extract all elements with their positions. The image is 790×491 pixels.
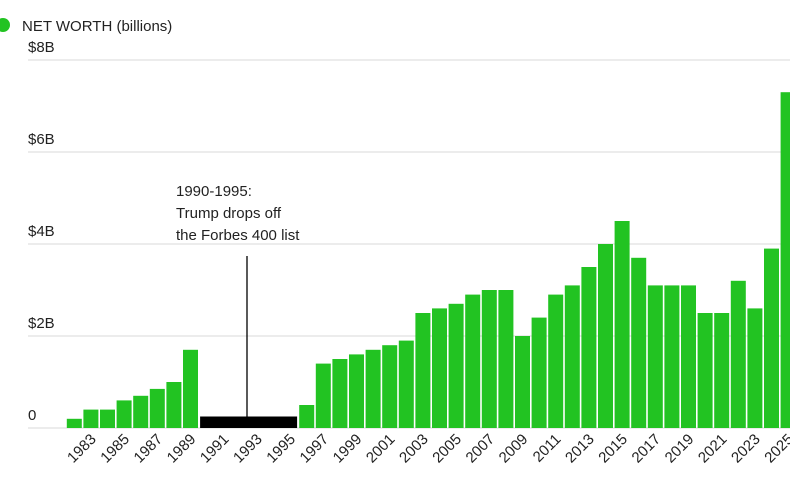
annotation-text: the Forbes 400 list: [176, 227, 300, 244]
x-tick-label: 1999: [330, 431, 366, 467]
bar: [747, 308, 763, 428]
x-tick-label: 2003: [396, 431, 432, 467]
y-tick-label: $6B: [28, 131, 55, 148]
x-tick-label: 2013: [562, 431, 598, 467]
bar: [299, 405, 315, 428]
bar: [598, 244, 613, 428]
bar: [382, 345, 398, 428]
annotation-text: 1990-1995:: [176, 183, 252, 200]
bar: [564, 285, 580, 428]
bar: [66, 418, 82, 428]
bar: [398, 340, 414, 428]
x-tick-label: 2017: [629, 431, 665, 467]
annotation-text: Trump drops off: [176, 205, 282, 222]
bar: [681, 285, 696, 428]
annotation-bar: [200, 416, 298, 428]
y-tick-label: $8B: [28, 39, 55, 56]
bar: [100, 409, 115, 428]
x-tick-label: 1997: [297, 431, 333, 467]
y-tick-label: $2B: [28, 315, 55, 332]
bar: [614, 221, 630, 428]
x-tick-label: 1995: [263, 431, 299, 467]
bar: [465, 294, 481, 428]
bar: [548, 294, 564, 428]
bar: [498, 290, 514, 428]
x-tick-label: 1985: [97, 431, 133, 467]
x-tick-label: 2025: [761, 431, 790, 467]
bar: [730, 280, 746, 428]
bar: [83, 409, 99, 428]
bar: [448, 303, 464, 428]
bar: [166, 382, 182, 428]
x-tick-label: 2009: [496, 431, 532, 467]
bar: [365, 349, 381, 428]
bar: [581, 267, 597, 428]
x-tick-label: 2011: [530, 431, 565, 466]
x-tick-label: 1993: [230, 431, 266, 467]
bar: [780, 92, 790, 428]
bar: [116, 400, 132, 428]
bar: [415, 313, 431, 428]
bar: [315, 363, 331, 428]
x-tick-label: 1991: [197, 431, 233, 467]
bar: [183, 349, 198, 428]
bar: [631, 257, 647, 428]
bar: [764, 248, 779, 428]
x-tick-label: 1989: [164, 431, 200, 467]
x-tick-label: 1983: [64, 431, 100, 467]
bar: [531, 317, 547, 428]
legend-label: NET WORTH (billions): [22, 18, 172, 35]
bar: [481, 290, 497, 428]
bar: [647, 285, 663, 428]
y-tick-label: 0: [28, 407, 36, 424]
x-tick-label: 2023: [728, 431, 764, 467]
x-tick-label: 1987: [131, 431, 167, 467]
bar: [432, 308, 447, 428]
bar: [133, 395, 149, 428]
bar: [332, 359, 348, 428]
bar: [697, 313, 713, 428]
bar: [349, 354, 364, 428]
legend-swatch: [0, 18, 10, 32]
bar: [664, 285, 680, 428]
x-tick-label: 2015: [595, 431, 631, 467]
x-tick-label: 2005: [429, 431, 465, 467]
x-tick-label: 2021: [695, 431, 731, 467]
x-tick-label: 2019: [662, 431, 698, 467]
bar: [714, 313, 730, 428]
x-tick-label: 2001: [363, 431, 399, 467]
x-tick-label: 2007: [463, 431, 499, 467]
bar: [149, 388, 165, 428]
bar: [515, 336, 530, 428]
y-tick-label: $4B: [28, 223, 55, 240]
